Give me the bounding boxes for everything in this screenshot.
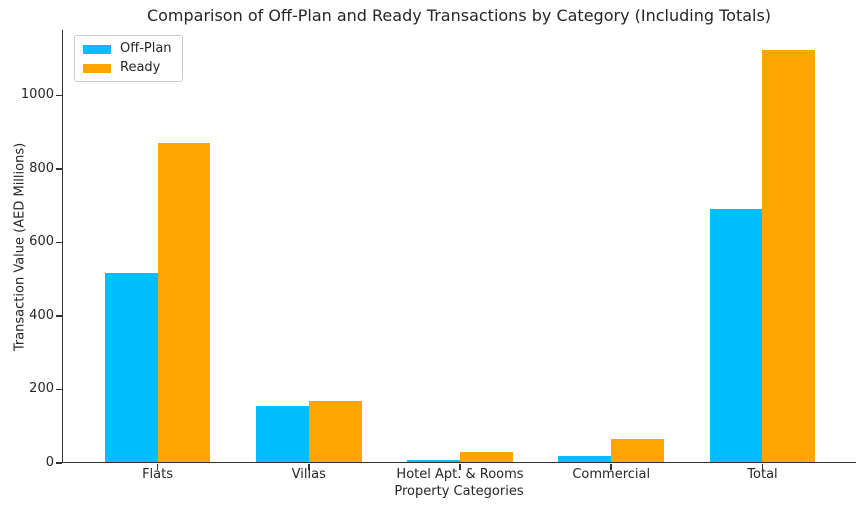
- y-tick-mark-0: [55, 462, 62, 464]
- bar-off-plan-flats: [104, 272, 158, 462]
- y-axis-title: Transaction Value (AED Millions): [12, 142, 28, 352]
- legend-swatch-off-plan: [83, 44, 111, 54]
- x-tick-mark-flats: [156, 464, 159, 470]
- plot-area: Off-Plan Ready 0 200 400 600 800 1000 Flats Vill…: [21, 30, 856, 482]
- x-tick-label-total: Total: [747, 467, 778, 482]
- y-tick-mark-400: [55, 315, 62, 317]
- x-axis-title: Property Categories: [394, 484, 524, 499]
- legend-label-ready: Ready: [120, 60, 161, 75]
- x-tick-label-hotel-apt-rooms: Hotel Apt. & Rooms: [396, 467, 524, 482]
- y-tick-mark-800: [55, 168, 62, 170]
- legend-swatch-ready: [83, 63, 111, 73]
- bar-ready-commercial: [611, 439, 665, 462]
- y-tick-label-1000: 1000: [20, 87, 54, 103]
- bar-off-plan-hotel-apt-rooms: [407, 460, 460, 462]
- bar-ready-total: [762, 49, 816, 462]
- y-tick-label-400: 400: [29, 307, 54, 323]
- bar-off-plan-commercial: [558, 456, 612, 462]
- y-tick-mark-200: [55, 388, 62, 391]
- y-tick-mark-1000: [55, 94, 62, 97]
- y-tick-label-0: 0: [45, 455, 54, 470]
- bar-ready-flats: [157, 142, 211, 462]
- x-tick-mark-hotel-apt-rooms: [459, 464, 461, 470]
- bar-off-plan-villas: [255, 405, 309, 462]
- legend: Off-Plan Ready: [74, 35, 183, 82]
- bar-ready-hotel-apt-rooms: [460, 452, 513, 462]
- chart-title: Comparison of Off-Plan and Ready Transac…: [146, 6, 772, 25]
- x-tick-label-commercial: Commercial: [572, 467, 651, 482]
- y-tick-label-800: 800: [29, 160, 54, 176]
- y-tick-label-200: 200: [29, 381, 54, 397]
- legend-entry-off-plan: Off-Plan: [83, 42, 172, 56]
- x-tick-label-villas: Villas: [291, 467, 326, 482]
- legend-label-off-plan: Off-Plan: [120, 41, 172, 56]
- y-tick-mark-600: [55, 241, 62, 244]
- x-tick-mark-total: [761, 464, 764, 470]
- bar-off-plan-total: [709, 208, 763, 462]
- x-tick-mark-commercial: [610, 464, 613, 470]
- x-tick-label-flats: Flats: [142, 467, 173, 482]
- x-tick-mark-villas: [307, 464, 310, 470]
- bar-ready-villas: [308, 401, 362, 462]
- legend-entry-ready: Ready: [83, 61, 172, 75]
- y-tick-label-600: 600: [29, 234, 54, 250]
